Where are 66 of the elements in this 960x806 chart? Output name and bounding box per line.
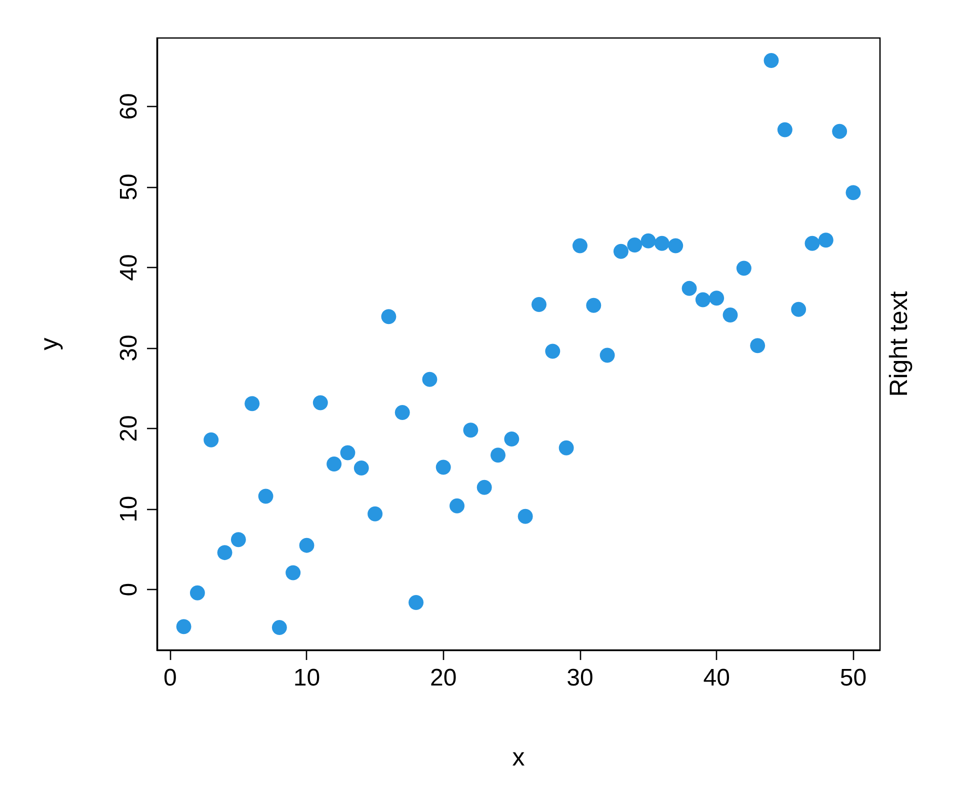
- x-tick-label: 0: [163, 664, 177, 692]
- point: [394, 404, 410, 420]
- point: [846, 185, 861, 200]
- point: [204, 432, 219, 448]
- point: [463, 422, 478, 438]
- point: [668, 238, 684, 254]
- x-tick-label: 40: [703, 664, 730, 692]
- point: [230, 532, 246, 548]
- point: [682, 280, 697, 296]
- point: [490, 448, 506, 463]
- y-tick-label: 60: [116, 93, 142, 120]
- y-tick-label: 20: [116, 415, 142, 442]
- point: [436, 460, 451, 475]
- point: [312, 395, 328, 410]
- point: [299, 538, 314, 553]
- point: [354, 460, 369, 476]
- point: [722, 308, 738, 323]
- point: [286, 565, 301, 580]
- point: [572, 238, 588, 254]
- point: [586, 298, 602, 313]
- x-tick-label: 20: [430, 664, 457, 692]
- point: [640, 233, 656, 248]
- point: [532, 297, 546, 312]
- point: [695, 292, 710, 308]
- text: Right text: [885, 291, 913, 397]
- point: [476, 480, 492, 495]
- y-tick-label: 10: [116, 496, 142, 522]
- point: [340, 445, 356, 460]
- y-axis-title: y: [36, 337, 64, 350]
- x-tick-label: 30: [566, 664, 594, 692]
- y-tick-label: 0: [116, 582, 142, 596]
- point: [326, 456, 342, 472]
- point: [558, 440, 574, 456]
- point: [258, 488, 274, 504]
- point: [272, 620, 287, 635]
- point: [545, 344, 560, 359]
- point: [709, 290, 724, 306]
- point: [217, 545, 232, 560]
- y-tick-label: 30: [116, 334, 142, 362]
- point: [764, 53, 779, 68]
- point: [818, 232, 834, 248]
- x-axis-title: x: [512, 744, 526, 772]
- point: [381, 309, 396, 324]
- point: [654, 236, 670, 251]
- y-tick-label: 50: [116, 174, 142, 200]
- point: [422, 372, 438, 387]
- point: [244, 396, 260, 412]
- point: [450, 498, 465, 514]
- x-tick-label: 50: [840, 664, 867, 692]
- point: [777, 122, 792, 138]
- point: [600, 348, 615, 363]
- point: [408, 594, 424, 610]
- point: [504, 432, 520, 447]
- point: [804, 236, 820, 251]
- point: [518, 508, 533, 524]
- point: [750, 338, 766, 354]
- x-tick-label: 10: [293, 664, 320, 692]
- point: [832, 124, 848, 139]
- point: [627, 237, 642, 252]
- point: [190, 585, 205, 600]
- point: [736, 260, 752, 276]
- point: [176, 619, 192, 634]
- point: [791, 302, 806, 317]
- y-tick-label: 40: [116, 254, 142, 281]
- point: [368, 506, 383, 522]
- point: [613, 244, 628, 259]
